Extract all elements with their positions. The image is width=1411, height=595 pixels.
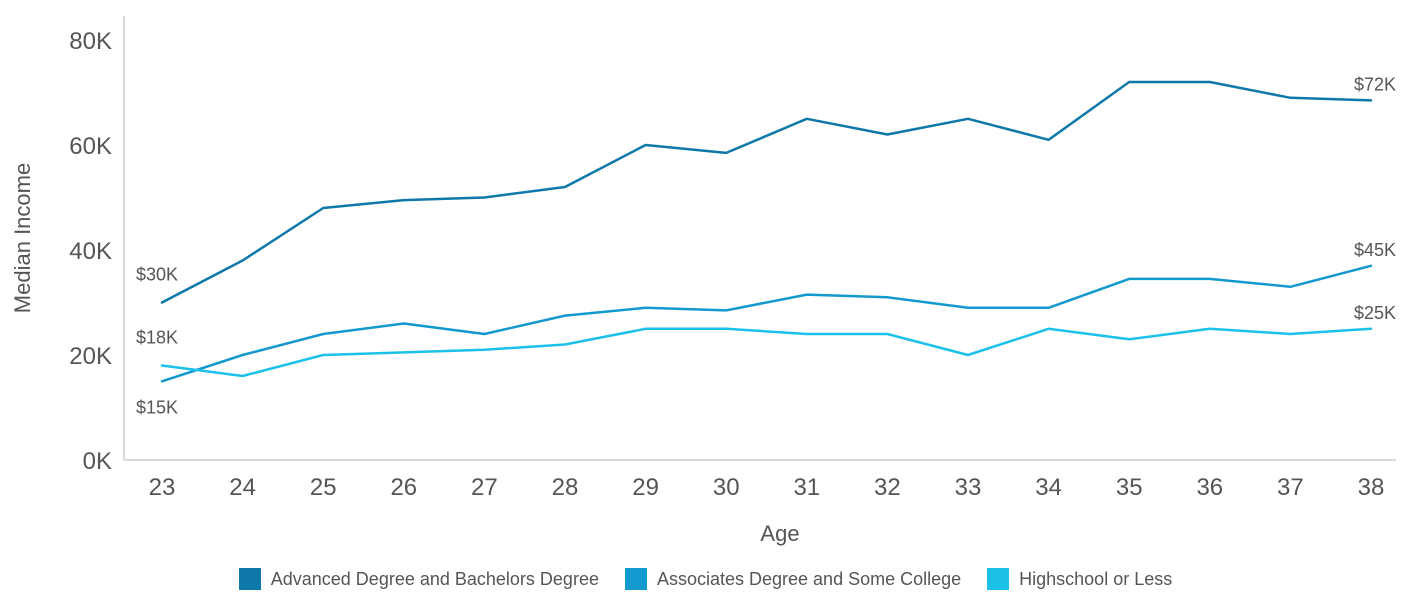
start-value-label: $30K [136, 265, 178, 285]
x-tick-label: 31 [793, 474, 820, 501]
end-value-label: $72K [1354, 74, 1396, 94]
x-tick-label: 34 [1035, 474, 1062, 501]
x-tick-label: 37 [1277, 474, 1304, 501]
legend-label-advanced: Advanced Degree and Bachelors Degree [270, 568, 599, 589]
y-tick-label: 80K [69, 28, 112, 55]
x-tick-label: 32 [874, 474, 901, 501]
legend-swatch-highschool [987, 568, 1010, 590]
legend-swatch-associates [624, 568, 647, 590]
end-value-label: $25K [1354, 303, 1396, 323]
legend-label-associates: Associates Degree and Some College [656, 568, 962, 589]
x-tick-label: 26 [390, 474, 417, 501]
x-tick-label: 23 [149, 474, 176, 501]
y-tick-label: 40K [69, 238, 112, 265]
legend-item-associates[interactable]: Associates Degree and Some College [624, 568, 962, 590]
x-tick-label: 28 [552, 474, 579, 501]
y-tick-label: 20K [69, 343, 112, 370]
end-value-label: $45K [1354, 240, 1396, 260]
legend-item-highschool[interactable]: Highschool or Less [987, 568, 1172, 590]
legend-item-advanced[interactable]: Advanced Degree and Bachelors Degree [238, 568, 599, 590]
x-tick-label: 24 [229, 474, 256, 501]
x-tick-label: 33 [955, 474, 982, 501]
start-value-label: $18K [136, 328, 178, 348]
legend-swatch-advanced [238, 568, 261, 590]
y-tick-label: 60K [69, 133, 112, 160]
y-tick-label: 0K [83, 448, 112, 475]
series-line-2 [160, 327, 1373, 378]
y-axis-title: Median Income [10, 163, 35, 313]
x-tick-label: 38 [1358, 474, 1385, 501]
series-line-0 [160, 80, 1373, 304]
series-line-1 [160, 264, 1373, 383]
x-tick-label: 36 [1196, 474, 1223, 501]
x-tick-label: 25 [310, 474, 337, 501]
start-value-label: $15K [136, 397, 178, 417]
x-tick-label: 27 [471, 474, 498, 501]
x-tick-label: 30 [713, 474, 740, 501]
legend-label-highschool: Highschool or Less [1019, 568, 1173, 589]
x-tick-label: 35 [1116, 474, 1143, 501]
x-tick-label: 29 [632, 474, 659, 501]
line-chart: 0K 20K 40K 60K 80K 23 24 25 26 27 28 29 30 31 32 33 34 35… [10, 16, 1396, 546]
x-axis-title: Age [760, 521, 799, 546]
legend: Advanced Degree and Bachelors Degree Ass… [0, 568, 1411, 590]
